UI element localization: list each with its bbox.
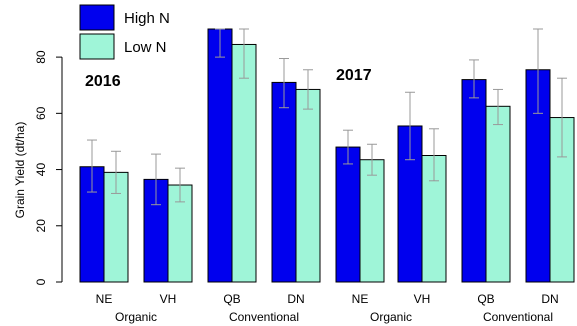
- error-bar-high-n-5: [343, 129, 353, 165]
- x-tick-label: VH: [160, 292, 177, 306]
- x-group-label: Organic: [115, 310, 157, 324]
- error-bar-high-n-4: [279, 58, 289, 109]
- error-bar-low-n-5: [367, 143, 377, 176]
- legend-swatch-low-n: [79, 33, 115, 60]
- bars-layer: [79, 28, 575, 283]
- error-bar-high-n-2: [151, 153, 161, 206]
- x-group-label: Conventional: [229, 310, 299, 324]
- x-tick-label: DN: [287, 292, 304, 306]
- error-bar-high-n-6: [405, 91, 415, 161]
- bar-high-n-7: [461, 79, 487, 283]
- x-group-label: Conventional: [483, 310, 553, 324]
- legend: High N Low N: [79, 4, 170, 60]
- legend-label-low-n: Low N: [124, 39, 167, 56]
- error-bar-low-n-7: [493, 88, 503, 126]
- x-tick-label: QB: [223, 292, 240, 306]
- error-bar-low-n-6: [429, 128, 439, 182]
- x-tick-label: VH: [414, 292, 431, 306]
- bar-low-n-7: [485, 105, 511, 283]
- error-bar-high-n-1: [87, 139, 97, 193]
- x-tick-label: NE: [96, 292, 113, 306]
- x-tick-label: QB: [477, 292, 494, 306]
- error-bar-high-n-8: [533, 28, 543, 114]
- bar-high-n-5: [335, 146, 361, 283]
- error-bar-low-n-3: [239, 28, 249, 79]
- error-bar-low-n-2: [175, 167, 185, 203]
- bar-low-n-3: [231, 43, 257, 283]
- bar-low-n-4: [295, 88, 321, 283]
- bar-high-n-4: [271, 81, 297, 283]
- error-bars-layer: [87, 28, 567, 206]
- error-bar-low-n-8: [557, 77, 567, 158]
- y-axis-title: Grain Yield (dt/ha): [13, 122, 27, 219]
- x-axis: NE VH QB DN NE VH QB DN Organic Conventional Organ…: [96, 292, 559, 324]
- y-tick-label: 20: [34, 219, 48, 233]
- y-axis: 0 20 40 60 80: [34, 50, 63, 285]
- error-bar-high-n-3: [215, 28, 225, 58]
- x-tick-label: DN: [541, 292, 558, 306]
- legend-label-high-n: High N: [124, 10, 170, 27]
- y-tick-label: 80: [34, 50, 48, 64]
- x-tick-label: NE: [352, 292, 369, 306]
- error-bar-low-n-1: [111, 150, 121, 194]
- error-bar-low-n-4: [303, 69, 313, 110]
- bar-high-n-3: [207, 28, 233, 283]
- year-annotation-2016: 2016: [85, 73, 121, 90]
- y-tick-label: 0: [34, 278, 48, 285]
- year-annotation-2017: 2017: [336, 67, 372, 84]
- y-tick-label: 60: [34, 106, 48, 120]
- error-bar-high-n-7: [469, 59, 479, 99]
- bar-low-n-5: [359, 159, 385, 283]
- bar-low-n-1: [103, 171, 129, 283]
- x-group-label: Organic: [370, 310, 412, 324]
- y-tick-label: 40: [34, 163, 48, 177]
- legend-swatch-high-n: [79, 4, 115, 31]
